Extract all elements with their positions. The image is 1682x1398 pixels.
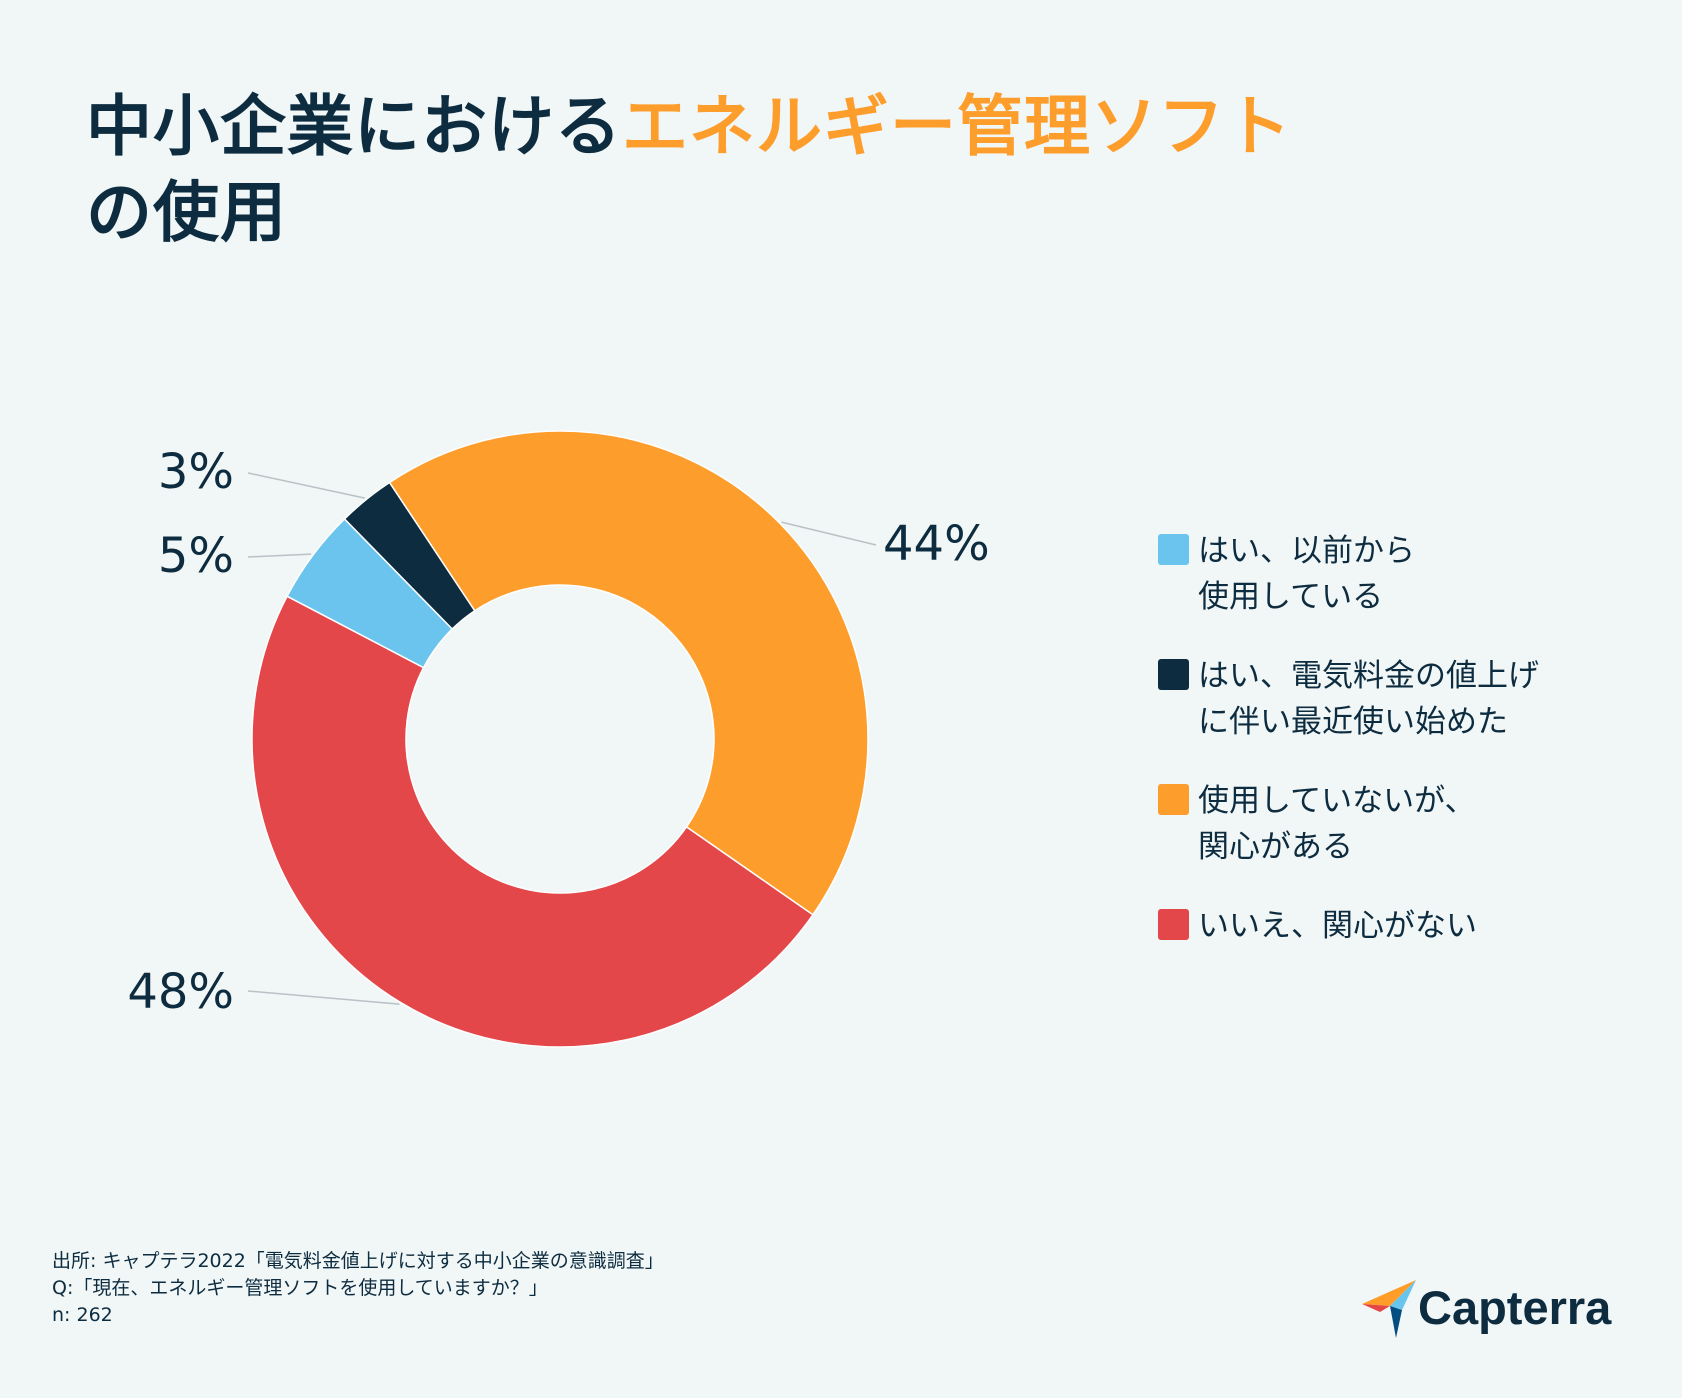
legend-label-line: 使用していないが、 <box>1198 783 1476 819</box>
page-title: 中小企業におけるエネルギー管理ソフトの使用 <box>86 84 1486 256</box>
legend-swatch <box>1158 909 1189 940</box>
question-line: Q:「現在、エネルギー管理ソフトを使用していますか？」 <box>52 1277 548 1299</box>
title-part-1: 中小企業における <box>86 88 622 165</box>
slice-interested <box>388 430 869 916</box>
capterra-logo: Capterra <box>1360 1278 1620 1342</box>
legend-label: いいえ、関心がない <box>1198 903 1578 949</box>
legend-label-line: に伴い最近使い始めた <box>1198 704 1508 740</box>
source-line: 出所: キャプテラ2022「電気料金値上げに対する中小企業の意識調査」 <box>52 1250 664 1272</box>
data-label-interested: 44% <box>883 516 990 572</box>
leader-line-previously-using <box>247 553 312 558</box>
slice-not-interested <box>251 595 814 1048</box>
legend-label-line: 使用している <box>1198 579 1384 615</box>
leader-line-not-interested <box>247 990 400 1005</box>
legend-label-line: はい、以前から <box>1198 533 1415 569</box>
sample-size: n: 262 <box>52 1304 113 1326</box>
title-part-3: の使用 <box>86 174 287 251</box>
legend-swatch <box>1158 534 1189 565</box>
leader-line-recently-started <box>247 472 366 499</box>
legend-label-line: 関心がある <box>1198 829 1353 865</box>
logo-text: Capterra <box>1418 1281 1612 1334</box>
source-note: 出所: キャプテラ2022「電気料金値上げに対する中小企業の意識調査」 Q:「現… <box>52 1248 952 1329</box>
chart-leader-lines <box>247 472 877 1005</box>
data-label-not-interested: 48% <box>127 964 234 1020</box>
chart-slices <box>251 430 869 1048</box>
legend-swatch <box>1158 784 1189 815</box>
title-accent: エネルギー管理ソフト <box>622 88 1292 165</box>
chart-data-labels: 5% 3% 44% 48% <box>127 444 989 1020</box>
legend-label-line: いいえ、関心がない <box>1198 908 1477 944</box>
legend-swatch <box>1158 659 1189 690</box>
data-label-recently-started: 3% <box>158 444 234 500</box>
legend-label: 使用していないが、 関心がある <box>1198 778 1578 870</box>
legend-label: はい、電気料金の値上げ に伴い最近使い始めた <box>1198 653 1578 745</box>
legend-label-line: はい、電気料金の値上げ <box>1198 658 1539 694</box>
leader-line-interested <box>781 521 877 546</box>
legend-label: はい、以前から 使用している <box>1198 528 1578 620</box>
data-label-previously-using: 5% <box>158 528 234 584</box>
capterra-arrow-icon <box>1362 1280 1416 1338</box>
